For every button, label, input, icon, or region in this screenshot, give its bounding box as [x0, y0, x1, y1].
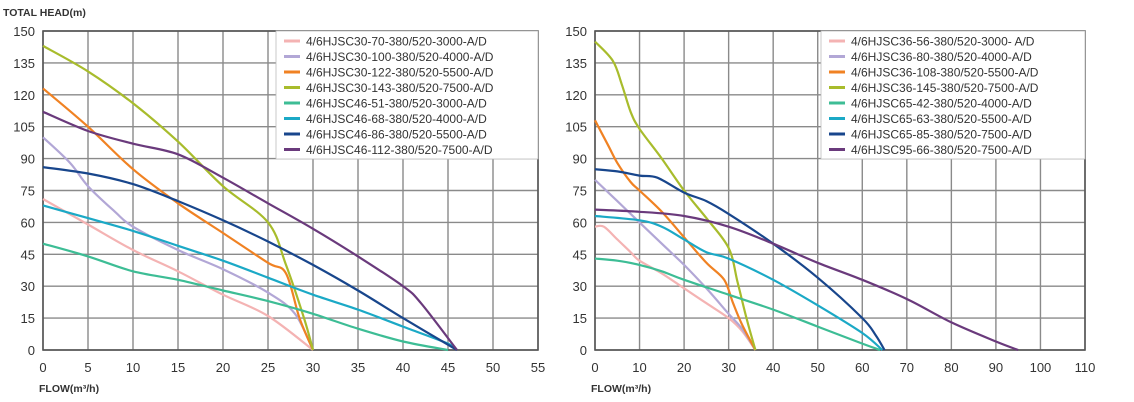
x-tick-label: 45 [441, 360, 455, 375]
y-tick-label: 45 [21, 247, 35, 262]
y-tick-label: 45 [573, 247, 587, 262]
x-tick-label: 30 [306, 360, 320, 375]
y-tick-label: 15 [21, 311, 35, 326]
y-tick-label: 105 [565, 120, 587, 135]
y-tick-label: 90 [573, 152, 587, 167]
legend: 4/6HJSC36-56-380/520-3000- A/D4/6HJSC36-… [820, 30, 1086, 160]
legend-label: 4/6HJSC30-100-380/520-4000-A/D [306, 50, 494, 64]
x-tick-label: 40 [396, 360, 410, 375]
legend-label: 4/6HJSC46-86-380/520-5500-A/D [306, 128, 487, 142]
series-line-3 [594, 119, 757, 351]
chart-1: 0 5 10 15 20 25 30 35 40 45 50 55 0 15 30 45 60 75 90 105 12… [3, 7, 545, 395]
x-tick-label: 90 [989, 360, 1003, 375]
y-tick-label: 135 [13, 56, 35, 71]
y-tick-label: 60 [573, 215, 587, 230]
x-tick-label: 50 [486, 360, 500, 375]
x-tick-label: 5 [84, 360, 91, 375]
x-tick-label: 40 [766, 360, 780, 375]
series-line-2 [594, 179, 757, 351]
y-tick-label: 150 [565, 24, 587, 39]
x-tick-label: 10 [632, 360, 646, 375]
x-tick-label: 30 [721, 360, 735, 375]
legend-label: 4/6HJSC65-42-380/520-4000-A/D [851, 97, 1032, 111]
series-line-1 [42, 198, 314, 351]
x-tick-label: 10 [126, 360, 140, 375]
series-line-1 [594, 224, 757, 351]
y-tick-label: 30 [573, 279, 587, 294]
x-tick-label: 60 [855, 360, 869, 375]
y-tick-label: 120 [565, 88, 587, 103]
legend-label: 4/6HJSC36-80-380/520-4000-A/D [851, 50, 1032, 64]
legend-label: 4/6HJSC46-68-380/520-4000-A/D [306, 112, 487, 126]
y-tick-label: 105 [13, 120, 35, 135]
x-tick-label: 15 [171, 360, 185, 375]
legend: 4/6HJSC30-70-380/520-3000-A/D4/6HJSC30-1… [275, 30, 539, 160]
y-axis-title: TOTAL HEAD(m) [3, 7, 86, 19]
x-tick-label: 25 [261, 360, 275, 375]
chart-2: 0 10 20 30 40 50 60 70 80 90 100 110 0 15 30 45 60 75 90 10… [565, 24, 1095, 395]
legend-label: 4/6HJSC65-63-380/520-5500-A/D [851, 112, 1032, 126]
legend-label: 4/6HJSC30-122-380/520-5500-A/D [306, 66, 494, 80]
y-tick-label: 15 [573, 311, 587, 326]
series-line-5 [594, 257, 881, 352]
x-axis-title: FLOW(m³/h) [39, 383, 99, 395]
series-line-7 [42, 166, 458, 351]
x-tick-label: 20 [677, 360, 691, 375]
legend-label: 4/6HJSC30-70-380/520-3000-A/D [306, 35, 487, 49]
legend-label: 4/6HJSC30-143-380/520-7500-A/D [306, 81, 494, 95]
x-tick-label: 110 [1075, 360, 1096, 375]
y-tick-label: 90 [21, 152, 35, 167]
x-tick-label: 80 [944, 360, 958, 375]
y-tick-label: 150 [13, 24, 35, 39]
x-tick-label: 0 [39, 360, 46, 375]
legend-label: 4/6HJSC46-112-380/520-7500-A/D [306, 143, 493, 157]
series-line-6 [594, 214, 884, 351]
x-tick-label: 100 [1030, 360, 1052, 375]
x-tick-label: 50 [810, 360, 824, 375]
legend-label: 4/6HJSC36-108-380/520-5500-A/D [851, 66, 1039, 80]
x-tick-label: 35 [351, 360, 365, 375]
legend-box [820, 30, 1086, 160]
x-tick-label: 0 [591, 360, 598, 375]
x-tick-label: 55 [531, 360, 545, 375]
x-axis-title: FLOW(m³/h) [591, 383, 651, 395]
series-line-6 [42, 204, 458, 351]
y-tick-label: 75 [21, 184, 35, 199]
series-line-4 [42, 44, 315, 351]
y-tick-label: 0 [28, 343, 35, 358]
legend-box [275, 30, 539, 160]
legend-label: 4/6HJSC36-145-380/520-7500-A/D [851, 81, 1039, 95]
series-line-4 [594, 40, 757, 351]
y-tick-label: 75 [573, 184, 587, 199]
series-line-7 [594, 168, 886, 351]
x-tick-label: 70 [900, 360, 914, 375]
x-tick-label: 20 [216, 360, 230, 375]
series-line-5 [42, 242, 449, 352]
legend-label: 4/6HJSC65-85-380/520-7500-A/D [851, 128, 1032, 142]
y-tick-label: 135 [565, 56, 587, 71]
legend-label: 4/6HJSC95-66-380/520-7500-A/D [851, 143, 1032, 157]
series-line-8 [42, 110, 458, 351]
y-tick-label: 30 [21, 279, 35, 294]
series-line-3 [42, 87, 315, 351]
y-tick-label: 0 [580, 343, 587, 358]
legend-label: 4/6HJSC36-56-380/520-3000- A/D [851, 35, 1035, 49]
legend-label: 4/6HJSC46-51-380/520-3000-A/D [306, 97, 487, 111]
series-line-8 [594, 208, 1019, 352]
y-tick-label: 60 [21, 215, 35, 230]
y-tick-label: 120 [13, 88, 35, 103]
